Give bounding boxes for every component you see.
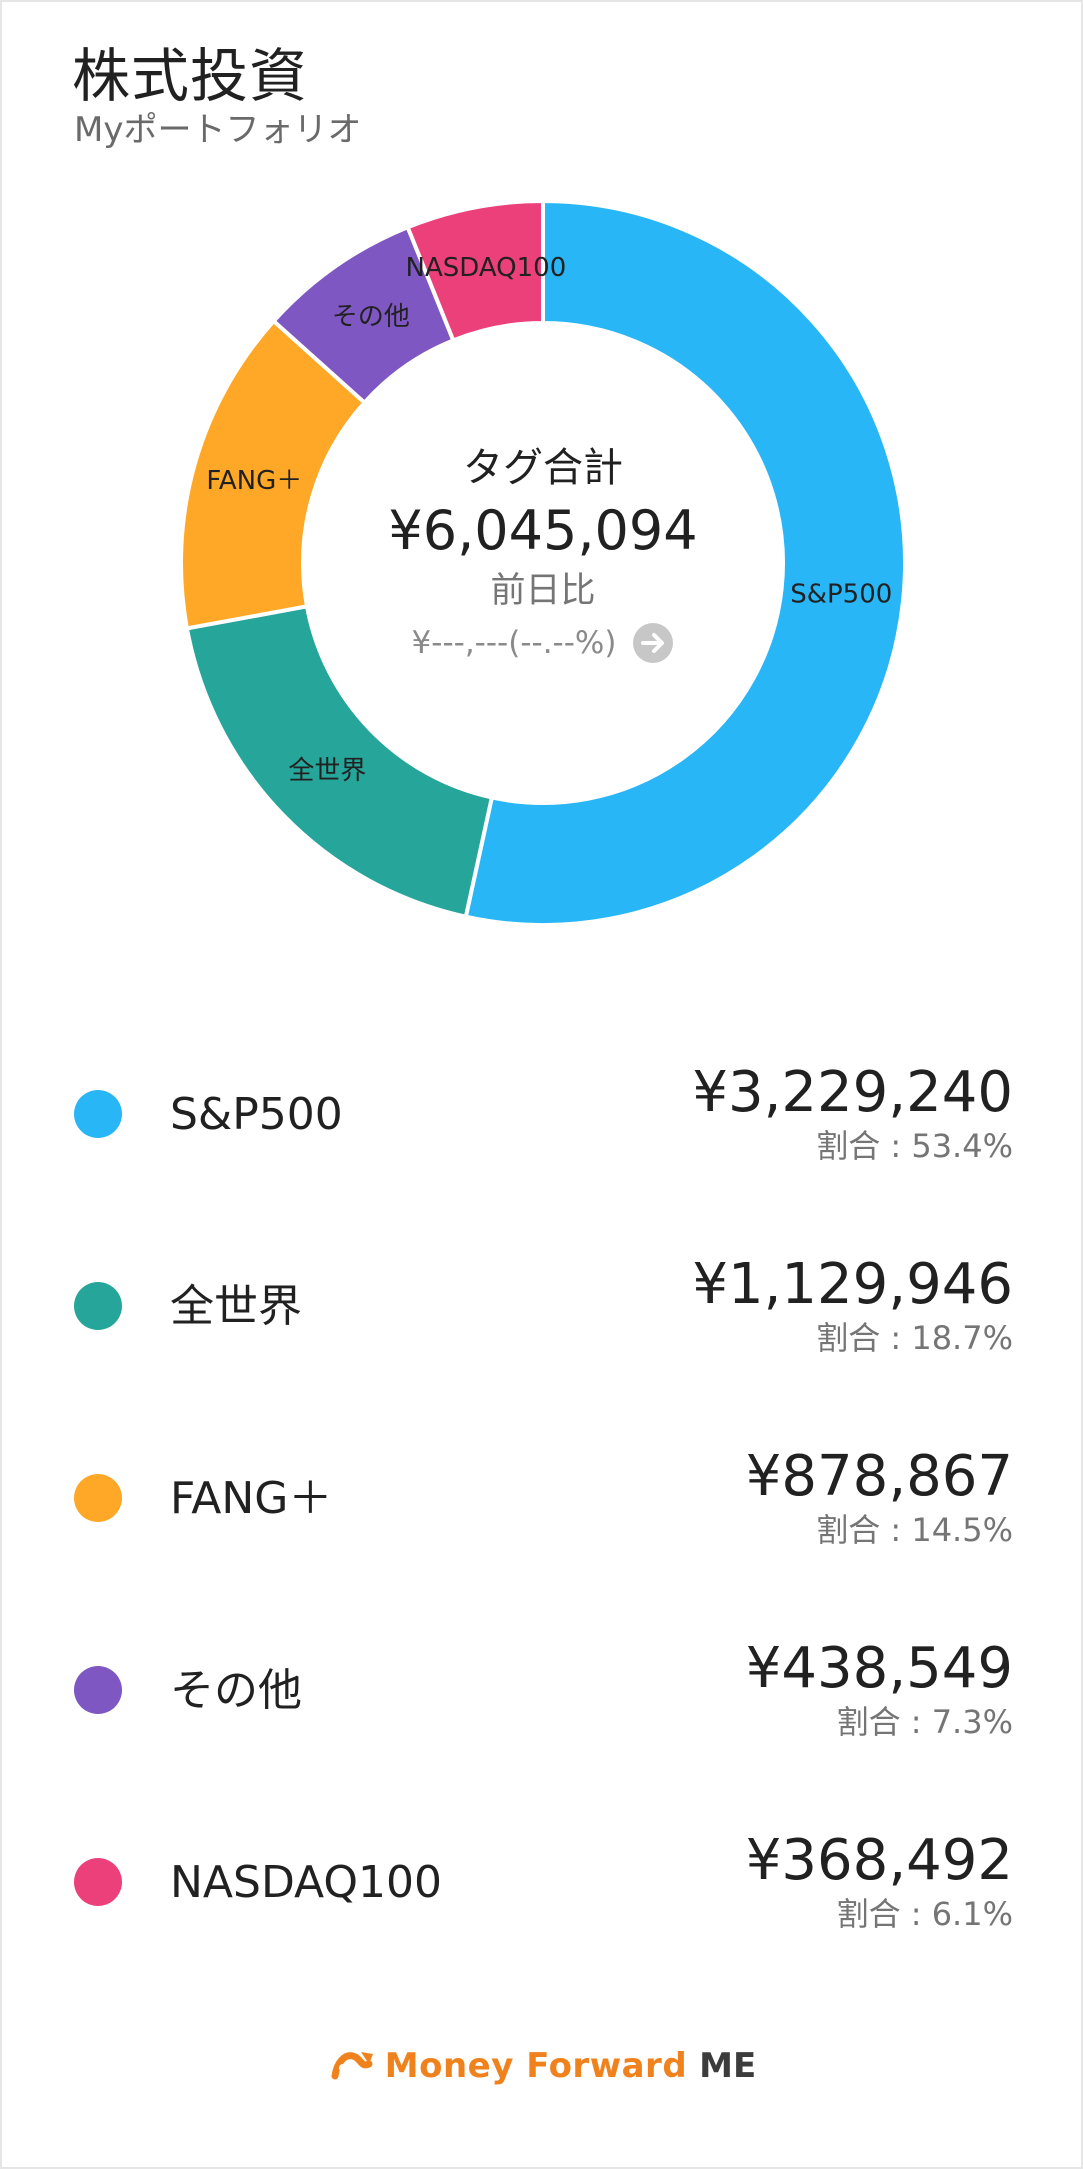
brand-name: Money Forward: [384, 2046, 688, 2086]
slice-label-sp500: S&P500: [790, 580, 892, 610]
legend-item-all-world[interactable]: 全世界 ¥1,129,946 割合 : 18.7%: [2, 1234, 1081, 1384]
donut-slice-sp500[interactable]: [463, 198, 908, 927]
legend-dot: [74, 1282, 122, 1330]
legend-item-sp500[interactable]: S&P500 ¥3,229,240 割合 : 53.4%: [2, 1042, 1081, 1192]
footer-brand: Money Forward ME: [2, 2046, 1081, 2086]
legend-share: 割合 : 14.5%: [816, 1511, 1013, 1549]
legend-dot: [74, 1666, 122, 1714]
total-amount: ¥6,045,094: [388, 499, 698, 562]
legend-share: 割合 : 7.3%: [836, 1703, 1013, 1741]
slice-label-all-world: 全世界: [288, 756, 366, 786]
legend-name: 全世界: [170, 1281, 302, 1332]
legend-dot: [74, 1474, 122, 1522]
total-label: タグ合計: [463, 445, 623, 491]
arrow-right-circle-icon[interactable]: [632, 622, 674, 664]
page-subtitle: Myポートフォリオ: [74, 110, 362, 150]
legend-share: 割合 : 18.7%: [816, 1319, 1013, 1357]
compare-label: 前日比: [490, 571, 596, 611]
slice-label-nasdaq100: NASDAQ100: [406, 253, 567, 283]
legend-name: その他: [170, 1665, 302, 1716]
page-title: 株式投資: [72, 42, 309, 110]
brand-suffix: ME: [699, 2046, 757, 2086]
legend-amount: ¥1,129,946: [692, 1252, 1013, 1317]
legend-dot: [74, 1090, 122, 1138]
compare-row[interactable]: ¥---,---(--.--%): [343, 622, 743, 664]
donut-slice-nasdaq100[interactable]: [405, 198, 545, 343]
slice-label-fang: FANG＋: [206, 466, 302, 496]
compare-value: ¥---,---(--.--%): [411, 625, 617, 661]
legend-amount: ¥438,549: [745, 1636, 1013, 1701]
money-forward-logo-icon: [331, 2052, 373, 2080]
legend-item-nasdaq100[interactable]: NASDAQ100 ¥368,492 割合 : 6.1%: [2, 1810, 1081, 1960]
donut-slice-all-world[interactable]: [184, 603, 495, 920]
legend-amount: ¥368,492: [745, 1828, 1013, 1893]
legend-item-other[interactable]: その他 ¥438,549 割合 : 7.3%: [2, 1618, 1081, 1768]
legend-item-fang[interactable]: FANG＋ ¥878,867 割合 : 14.5%: [2, 1426, 1081, 1576]
slice-label-other: その他: [332, 302, 410, 332]
legend-name: FANG＋: [170, 1473, 333, 1524]
legend-name: S&P500: [170, 1089, 343, 1140]
legend-name: NASDAQ100: [170, 1857, 442, 1908]
legend-amount: ¥878,867: [745, 1444, 1013, 1509]
donut-chart: S&P500 全世界 FANG＋ その他 NASDAQ100: [179, 198, 908, 927]
legend-amount: ¥3,229,240: [692, 1060, 1013, 1125]
legend-share: 割合 : 53.4%: [816, 1127, 1013, 1165]
legend-dot: [74, 1858, 122, 1906]
chart-center-summary: タグ合計 ¥6,045,094 前日比 ¥---,---(--.--%): [343, 442, 743, 664]
legend-share: 割合 : 6.1%: [836, 1895, 1013, 1933]
